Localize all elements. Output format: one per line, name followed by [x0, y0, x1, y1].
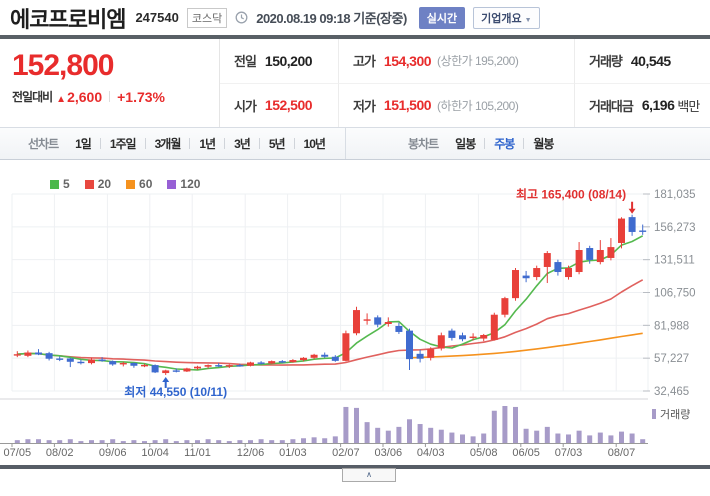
svg-text:181,035: 181,035	[654, 189, 696, 201]
collapse-chart-button[interactable]: ∧	[342, 468, 396, 482]
svg-text:02/07: 02/07	[332, 447, 360, 459]
tab-line-period-3[interactable]: 3개월	[154, 136, 182, 151]
arrow-up-icon	[162, 376, 170, 382]
ma-color-swatch	[167, 179, 177, 189]
tab-divider	[484, 137, 486, 149]
clock-icon	[235, 11, 248, 24]
svg-text:32,465: 32,465	[654, 386, 689, 398]
candlestick-chart[interactable]: 181,035 156,273 131,511 106,750 81,988 57,227…	[0, 160, 710, 465]
high-cell: 고가 154,300 (상한가 195,200)	[338, 39, 574, 84]
candle-chart-label: 봉차트	[408, 137, 439, 151]
svg-text:06/05: 06/05	[512, 447, 540, 459]
tab-divider	[189, 137, 191, 149]
svg-text:156,273: 156,273	[654, 222, 696, 234]
prev-close-cell: 전일 150,200	[220, 39, 338, 84]
svg-text:04/03: 04/03	[417, 447, 445, 459]
tab-line-period-6[interactable]: 5년	[268, 136, 286, 151]
tab-candle-period-1[interactable]: 일봉	[455, 136, 476, 151]
svg-text:05/08: 05/08	[470, 447, 498, 459]
ma-color-swatch	[84, 179, 94, 189]
price-info-panel: 152,800 전일대비 ▲2,600 +1.73% 전일 150,200 고가…	[0, 39, 710, 127]
tab-divider	[258, 137, 260, 149]
chart-footer: ∧	[0, 465, 710, 496]
ma-legend-item-20: 20	[84, 177, 111, 191]
open-cell: 시가 152,500	[234, 97, 313, 114]
tab-divider	[293, 137, 295, 149]
ma-color-swatch	[126, 179, 136, 189]
tab-line-period-7[interactable]: 10년	[303, 136, 326, 151]
ma20-line	[17, 279, 644, 366]
svg-text:12/06: 12/06	[237, 447, 265, 459]
ma-color-swatch	[50, 179, 59, 189]
svg-text:11/01: 11/01	[184, 447, 211, 459]
tab-divider	[99, 137, 101, 149]
svg-text:01/03: 01/03	[279, 447, 307, 459]
volume-legend-icon	[652, 409, 656, 419]
moving-average-lines	[17, 235, 644, 371]
svg-text:07/03: 07/03	[555, 447, 583, 459]
high-annotation: 최고 165,400 (08/14)	[516, 187, 626, 202]
svg-text:106,750: 106,750	[654, 288, 696, 300]
chevron-up-icon: ∧	[366, 470, 372, 479]
svg-text:08/07: 08/07	[608, 447, 636, 459]
tab-line-period-1[interactable]: 1일	[75, 136, 92, 151]
trade-value-cell: 거래대금 6,196 백만	[574, 83, 710, 127]
candle-chart-tab-group: 봉차트 일봉 주봉 월봉	[345, 128, 710, 159]
ma-legend-item-60: 60	[126, 177, 152, 191]
tab-divider	[224, 137, 226, 149]
tab-line-period-4[interactable]: 1년	[199, 136, 216, 151]
arrow-down-icon	[628, 208, 636, 214]
change-value: ▲2,600	[56, 88, 103, 105]
current-price: 152,800	[12, 49, 114, 82]
candles	[13, 214, 647, 375]
chevron-down-icon: ▼	[524, 16, 532, 24]
price-change-row: 전일대비 ▲2,600 +1.73%	[12, 88, 165, 105]
svg-text:131,511: 131,511	[654, 255, 695, 267]
stock-title: 에코프로비엠	[10, 6, 126, 32]
svg-text:03/06: 03/06	[375, 447, 403, 459]
header-divider-bar	[0, 35, 710, 39]
quote-datetime: 2020.08.19 09:18 기준(장중)	[256, 11, 407, 26]
grid-lines	[0, 193, 649, 400]
stock-code: 247540	[135, 10, 179, 25]
volume-legend-label: 거래량	[660, 408, 690, 421]
ma-legend: 5 20 60 120	[50, 177, 200, 191]
tab-candle-period-3[interactable]: 월봉	[533, 136, 554, 151]
tab-line-period-2[interactable]: 1주일	[109, 136, 137, 151]
stock-chart-area: 5 20 60 120 181,035 156,273 131,511 106,750 81,…	[0, 160, 710, 465]
annotations: 최고 165,400 (08/14) 최저 44,550 (10/11)	[124, 187, 636, 399]
svg-text:09/06: 09/06	[99, 447, 127, 459]
up-triangle-icon: ▲	[56, 93, 67, 105]
company-overview-dropdown[interactable]: 기업개요 ▼	[473, 6, 540, 29]
tab-line-period-5[interactable]: 3년	[234, 136, 251, 151]
ma-legend-item-5: 5	[50, 177, 70, 191]
tab-divider	[523, 137, 525, 149]
svg-text:57,227: 57,227	[654, 353, 689, 365]
chart-tab-bar: 선차트 1일 1주일 3개월 1년 3년 5년 10년 봉차트 일봉 주봉 월봉	[0, 127, 710, 160]
summary-grid: 전일 150,200 고가 154,300 (상한가 195,200) 거래량 …	[220, 39, 710, 127]
axis-labels: 181,035 156,273 131,511 106,750 81,988 57,227…	[0, 189, 696, 459]
stock-header: 에코프로비엠 247540 코스닥 2020.08.19 09:18 기준(장중…	[0, 0, 710, 35]
low-cell: 저가 151,500 (하한가 105,200)	[338, 83, 574, 127]
svg-text:81,988: 81,988	[654, 320, 689, 332]
svg-text:10/04: 10/04	[141, 447, 169, 459]
volume-bars	[14, 406, 646, 443]
line-chart-label: 선차트	[28, 137, 59, 151]
line-chart-tab-group: 선차트 1일 1주일 3개월 1년 3년 5년 10년	[0, 128, 345, 159]
volume-cell: 거래량 40,545	[574, 39, 710, 84]
change-percent: +1.73%	[117, 88, 165, 105]
ma-legend-item-120: 120	[167, 177, 200, 191]
svg-text:08/02: 08/02	[46, 447, 74, 459]
tab-divider	[144, 137, 146, 149]
current-price-block: 152,800 전일대비 ▲2,600 +1.73%	[0, 39, 220, 127]
low-annotation: 최저 44,550 (10/11)	[124, 384, 227, 399]
tab-candle-period-2[interactable]: 주봉	[494, 136, 515, 151]
svg-text:07/05: 07/05	[4, 447, 32, 459]
realtime-button[interactable]: 실시간	[418, 6, 466, 29]
market-badge: 코스닥	[186, 7, 228, 28]
ma5-line	[17, 235, 644, 371]
footer-divider-bar	[0, 465, 710, 469]
ma60-line	[409, 332, 643, 359]
